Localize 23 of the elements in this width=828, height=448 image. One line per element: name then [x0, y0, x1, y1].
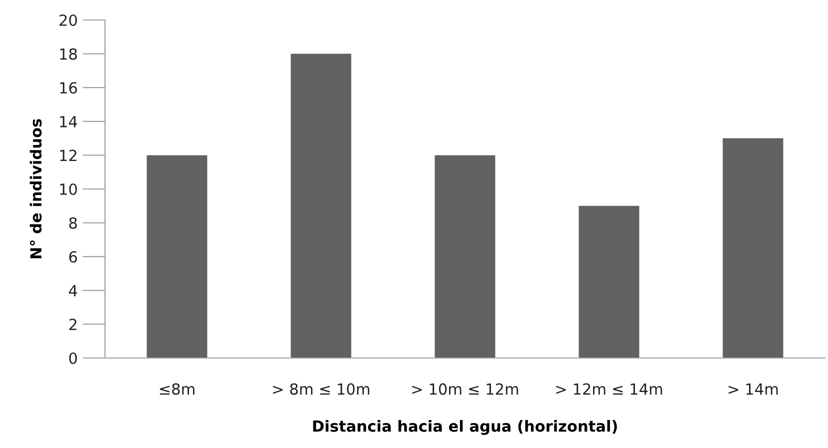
x-tick-label: > 14m: [728, 383, 778, 395]
y-tick-label: 4: [68, 285, 78, 296]
bar: [434, 155, 496, 358]
y-tick-label: 2: [69, 318, 76, 330]
bar: [722, 138, 784, 358]
y-axis-title: N° de individuos: [30, 119, 42, 258]
y-tick-label: 20: [60, 14, 77, 26]
y-tick-label: 10: [60, 183, 77, 196]
x-axis-title: Distancia hacia el agua (horizontal): [313, 420, 617, 435]
y-tick-label: 18: [60, 48, 77, 60]
y-tick-label: 14: [60, 116, 78, 128]
x-tick-label: > 10m ≤ 12m: [412, 383, 518, 395]
y-tick-label: 12: [60, 150, 76, 162]
bar: [290, 54, 352, 358]
bar: [578, 206, 640, 358]
y-tick-label: 0: [69, 352, 77, 364]
y-tick-label: 16: [60, 82, 77, 94]
y-tick-label: 6: [69, 251, 77, 263]
bar: [146, 155, 208, 358]
x-tick-label: ≤8m: [160, 383, 194, 395]
x-tick-label: > 12m ≤ 14m: [556, 383, 662, 395]
y-tick-label: 8: [69, 217, 77, 229]
x-tick-label: > 8m ≤ 10m: [273, 383, 370, 395]
